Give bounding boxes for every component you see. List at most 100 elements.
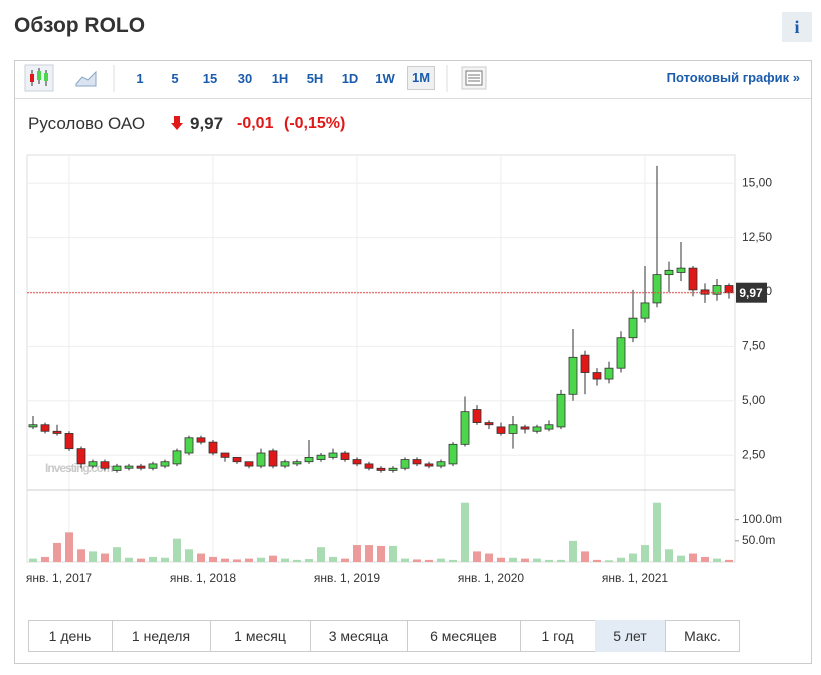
period-button[interactable]: Макс. [684,628,721,644]
x-tick-label: янв. 1, 2017 [26,571,93,585]
candle-body [244,461,254,467]
candle-body [532,426,542,432]
panel [14,60,812,664]
period-button[interactable]: 1 месяц [210,620,311,652]
page-title: Обзор ROLO [14,14,146,37]
last-price-box [736,282,767,303]
interval-button[interactable]: 5 [171,71,179,86]
candle-body [64,433,74,450]
volume-bar [353,545,361,562]
price: 9,97 [190,114,224,133]
instrument-name: Русолово ОАО [28,114,146,133]
volume-bar [137,558,145,562]
candle-body [628,317,638,339]
interval-button[interactable]: 1W [375,71,395,86]
interval-button[interactable]: 15 [202,71,218,86]
volume-bar [557,559,565,562]
volume-bar [269,555,277,562]
volume-bar [413,559,421,562]
last-price-label: 9,97 [739,286,763,300]
volume-bar [689,553,697,562]
candle-body [652,274,662,304]
volume-bar [77,549,85,562]
volume-bar [341,558,349,562]
candle-body [520,426,530,430]
volume-bar [233,559,241,562]
volume-bar [161,557,169,562]
volume-bar [305,559,313,562]
volume-bar [173,538,181,562]
volume-bar [521,558,529,562]
info-button[interactable]: i [782,12,812,42]
period-button[interactable]: 1 день [28,620,113,652]
interval-button[interactable]: 30 [237,71,253,86]
candle-body [112,465,122,471]
candle-body [448,443,458,465]
area-icon[interactable] [75,70,97,87]
interval-button[interactable]: 5H [306,71,324,86]
interval-button[interactable]: 1D [341,71,359,86]
volume-bar [497,557,505,562]
volume-bar [389,545,397,562]
candle-body [388,467,398,471]
candle-body [172,450,182,465]
candle-body [376,467,386,471]
candle-body [328,452,338,458]
candle-body [712,285,722,295]
candle-body [472,409,482,423]
volume-bar [149,556,157,562]
candle-body [580,354,590,373]
volume-bar [485,553,493,562]
interval-button[interactable]: 1M [407,66,435,90]
volume-bar [317,547,325,562]
period-button[interactable]: 1 год [520,620,596,652]
candle-body [484,422,494,426]
volume-bar [185,549,193,562]
volume-bar [113,547,121,562]
volume-bar [101,553,109,562]
candle-body [76,448,86,465]
volume-bar [197,553,205,562]
volume-bar [629,553,637,562]
period-button[interactable]: 5 лет [595,620,666,652]
streaming-link[interactable]: Потоковый график » [666,70,800,85]
period-button[interactable]: 6 месяцев [407,620,521,652]
candle-body [460,411,470,445]
candle-body [700,289,710,295]
interval-button[interactable]: 1 [136,71,144,86]
candle-body [436,461,446,467]
volume-bar [365,545,373,562]
price-change: -0,01 [237,115,274,132]
volume-bar [89,551,97,562]
candle-body [52,430,62,434]
period-button[interactable]: 3 месяца [310,620,408,652]
volume-bar [221,558,229,562]
y-tick-label: 12,50 [742,230,772,244]
candle-body [292,461,302,465]
volume-bar [701,556,709,562]
period-button[interactable]: 1 неделя [112,620,211,652]
volume-bar [713,558,721,562]
x-tick-label: янв. 1, 2019 [314,571,381,585]
volume-bar [653,502,661,562]
candle-body [268,450,278,467]
y-tick-label: 2,50 [742,447,766,461]
volume-bar [293,559,301,562]
interval-button[interactable]: 1H [271,71,289,86]
candle-body [400,459,410,469]
volume-bar [53,542,61,562]
toolbar-icons [24,64,487,92]
candle-body [280,461,290,467]
y-tick-label: 15,00 [742,175,772,189]
volume-bar [581,551,589,562]
volume-bar [257,557,265,562]
x-tick-label: янв. 1, 2021 [602,571,669,585]
y-tick-label: 7,50 [742,339,766,353]
candle-body [352,459,362,465]
volume-bar [281,558,289,562]
volume-bar [641,545,649,562]
volume-bar [449,559,457,562]
candle-body [592,372,602,380]
volume-bar [677,555,685,562]
candle-body [664,269,674,276]
